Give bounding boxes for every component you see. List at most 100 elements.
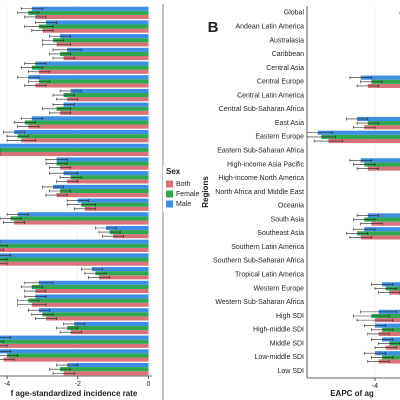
bar — [360, 158, 400, 163]
bar — [42, 312, 149, 317]
error-bar — [17, 299, 40, 303]
bar — [38, 69, 149, 74]
bar — [35, 294, 149, 299]
y-tick-label: Low SDI — [278, 368, 305, 375]
error-bar — [56, 179, 79, 183]
bar — [60, 34, 149, 39]
error-bar — [0, 244, 8, 248]
error-bar — [346, 117, 369, 121]
error-bar — [52, 371, 75, 375]
bar — [70, 175, 149, 180]
bar — [367, 213, 400, 218]
error-bar — [35, 20, 57, 24]
bar — [67, 97, 149, 102]
y-tick-label: Low-middle SDI — [255, 354, 304, 361]
error-bar — [81, 267, 103, 271]
error-bar — [49, 171, 79, 175]
y-tick-label: Andean Latin America — [236, 24, 305, 31]
error-bar — [356, 167, 379, 171]
plot-area — [307, 6, 400, 378]
error-bar — [353, 218, 376, 222]
bar — [17, 212, 149, 217]
error-bar — [102, 234, 125, 238]
error-bar — [66, 199, 89, 203]
bar — [357, 231, 400, 236]
legend-swatch — [166, 190, 173, 198]
error-bar — [356, 318, 394, 322]
error-bar — [353, 162, 376, 166]
error-bar — [371, 328, 394, 332]
error-bar — [367, 359, 390, 363]
legend-label: Both — [176, 181, 191, 188]
error-bar — [20, 116, 43, 120]
bar — [63, 93, 149, 98]
bar — [31, 284, 149, 289]
bar — [91, 267, 149, 272]
bar — [7, 353, 149, 358]
y-tick-label: Caribbean — [272, 51, 304, 58]
error-bar — [24, 83, 47, 87]
error-bar — [31, 29, 54, 33]
bar — [3, 357, 149, 362]
y-tick-label: Central Asia — [266, 65, 304, 72]
error-bar — [24, 25, 54, 29]
error-bar — [45, 162, 68, 166]
error-bar — [20, 7, 43, 11]
error-bar — [45, 193, 68, 197]
error-bar — [313, 139, 344, 143]
error-bar — [356, 84, 379, 88]
bar — [14, 220, 149, 225]
bar — [38, 79, 149, 84]
bar — [364, 162, 400, 167]
error-bar — [20, 285, 43, 289]
bar — [74, 321, 149, 326]
error-bar — [52, 93, 75, 97]
y-tick-label: Tropical Latin America — [235, 272, 304, 279]
error-bar — [17, 303, 47, 307]
legend-swatch — [166, 180, 173, 188]
error-bar — [52, 48, 82, 52]
bar — [360, 75, 400, 80]
bar — [53, 38, 149, 43]
error-bar — [42, 38, 64, 42]
bar — [31, 116, 149, 121]
bar — [60, 367, 149, 372]
error-bar — [307, 131, 333, 135]
y-tick-label: High SDI — [276, 313, 304, 320]
error-bar — [349, 235, 372, 239]
bar — [0, 335, 149, 340]
error-bar — [6, 138, 36, 142]
error-bar — [20, 66, 43, 70]
x-tick-label: -4 — [4, 381, 10, 388]
bar — [45, 316, 149, 321]
bar — [56, 193, 149, 198]
bar — [21, 138, 149, 143]
y-tick-label: High-income North America — [218, 175, 304, 182]
bar — [328, 138, 400, 144]
legend-swatch — [166, 200, 173, 208]
error-bar — [52, 103, 75, 107]
error-bar — [24, 289, 47, 293]
y-tick-label: Central Latin America — [237, 92, 304, 99]
bar — [109, 230, 149, 235]
bar — [357, 116, 400, 122]
bar — [371, 221, 400, 226]
error-bar — [0, 353, 18, 357]
error-bar — [63, 322, 86, 326]
y-tick-label: Southern Latin America — [231, 244, 304, 251]
error-bar — [73, 207, 96, 211]
bar — [42, 28, 149, 33]
error-bar — [17, 75, 40, 79]
bar — [321, 134, 400, 139]
bar — [38, 308, 149, 313]
bar — [35, 288, 149, 294]
error-bar — [374, 346, 397, 350]
bar — [67, 179, 149, 184]
bar — [374, 323, 400, 328]
error-bar — [49, 189, 71, 193]
bar — [53, 184, 149, 189]
bar — [63, 371, 149, 376]
error-bar — [49, 34, 71, 38]
bar — [10, 216, 149, 221]
error-bar — [59, 175, 82, 179]
